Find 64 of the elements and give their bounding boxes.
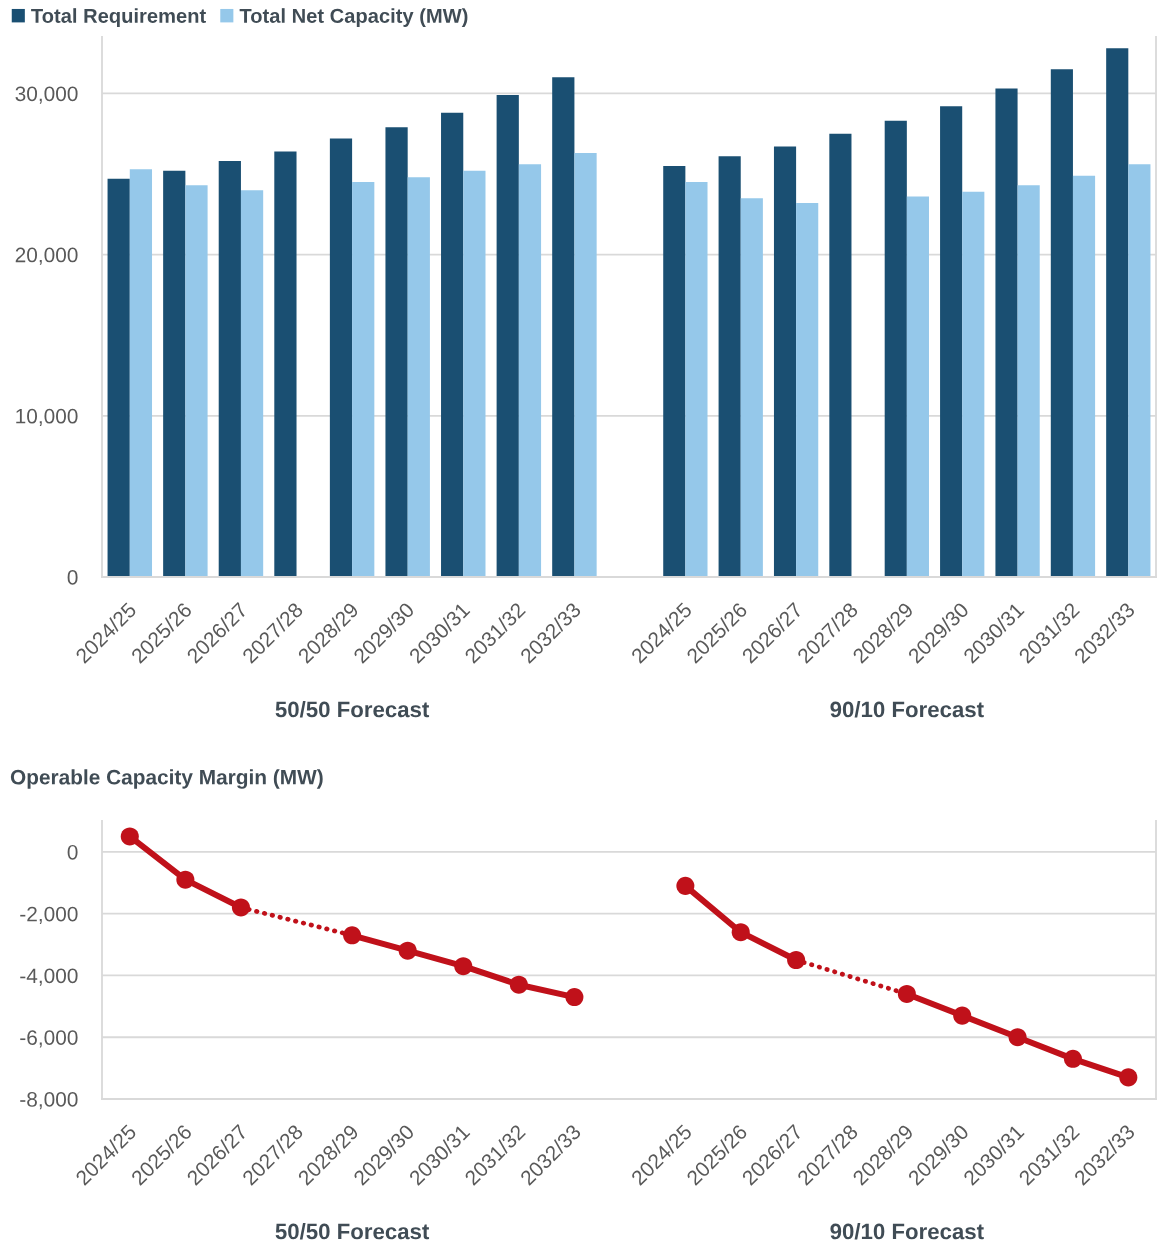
- y-tick-label: 10,000: [16, 408, 78, 427]
- bar: [352, 182, 375, 577]
- bar: [329, 138, 353, 577]
- bar: [240, 190, 264, 577]
- bar: [385, 127, 408, 577]
- bar: [185, 185, 208, 577]
- point: [731, 923, 750, 942]
- bar: [407, 177, 430, 577]
- bar: [1017, 185, 1040, 577]
- bar: [962, 191, 985, 577]
- bar: [552, 77, 575, 577]
- x-axis-title: 50/50 Forecast: [275, 1223, 430, 1240]
- bar: [685, 182, 708, 577]
- bar: [441, 112, 464, 577]
- x-axis-title: 50/50 Forecast: [275, 701, 430, 718]
- point: [176, 870, 195, 889]
- point: [454, 957, 473, 976]
- y-tick-label: -4,000: [20, 968, 78, 986]
- bar: [773, 146, 797, 577]
- x-axis-title: 90/10 Forecast: [830, 1223, 984, 1240]
- bar: [718, 156, 741, 577]
- y-tick-label: 0: [67, 570, 78, 585]
- bar: [274, 151, 297, 577]
- y-tick-label: 0: [67, 844, 78, 860]
- bar: [163, 170, 186, 577]
- point: [120, 827, 139, 846]
- bar: [574, 153, 597, 577]
- point: [1008, 1028, 1027, 1047]
- x-axis-title: 90/10 Forecast: [830, 701, 984, 718]
- point: [676, 876, 695, 895]
- chart-title: Operable Capacity Margin (MW): [10, 769, 323, 789]
- bar: [940, 106, 963, 577]
- bar: [463, 170, 486, 577]
- bar: [107, 178, 130, 577]
- point: [1063, 1049, 1082, 1068]
- bar: [518, 164, 542, 577]
- bar: [1050, 69, 1073, 577]
- point: [953, 1006, 972, 1025]
- legend-label: Total Net Capacity (MW): [239, 8, 468, 27]
- bar: [1072, 175, 1096, 577]
- bar: [796, 203, 819, 577]
- point: [343, 926, 362, 945]
- bar: [129, 169, 153, 577]
- point: [398, 941, 417, 960]
- point: [1119, 1068, 1138, 1087]
- legend-label: Total Requirement: [31, 8, 206, 27]
- y-tick-label: 20,000: [15, 247, 78, 265]
- point: [565, 988, 584, 1007]
- bar: [1106, 48, 1129, 577]
- bar: [995, 88, 1018, 577]
- bar: [884, 120, 907, 577]
- bar: [1128, 164, 1151, 577]
- bar: [829, 133, 852, 577]
- point: [897, 984, 916, 1004]
- bar: [496, 95, 519, 577]
- y-tick-label: -8,000: [20, 1092, 78, 1110]
- bar: [906, 196, 929, 577]
- y-tick-label: 30,000: [15, 86, 78, 104]
- bar: [218, 161, 241, 577]
- y-tick-label: -2,000: [20, 906, 78, 924]
- point: [509, 975, 528, 994]
- y-tick-label: -6,000: [20, 1030, 78, 1048]
- bar: [740, 198, 763, 577]
- bar: [663, 165, 686, 577]
